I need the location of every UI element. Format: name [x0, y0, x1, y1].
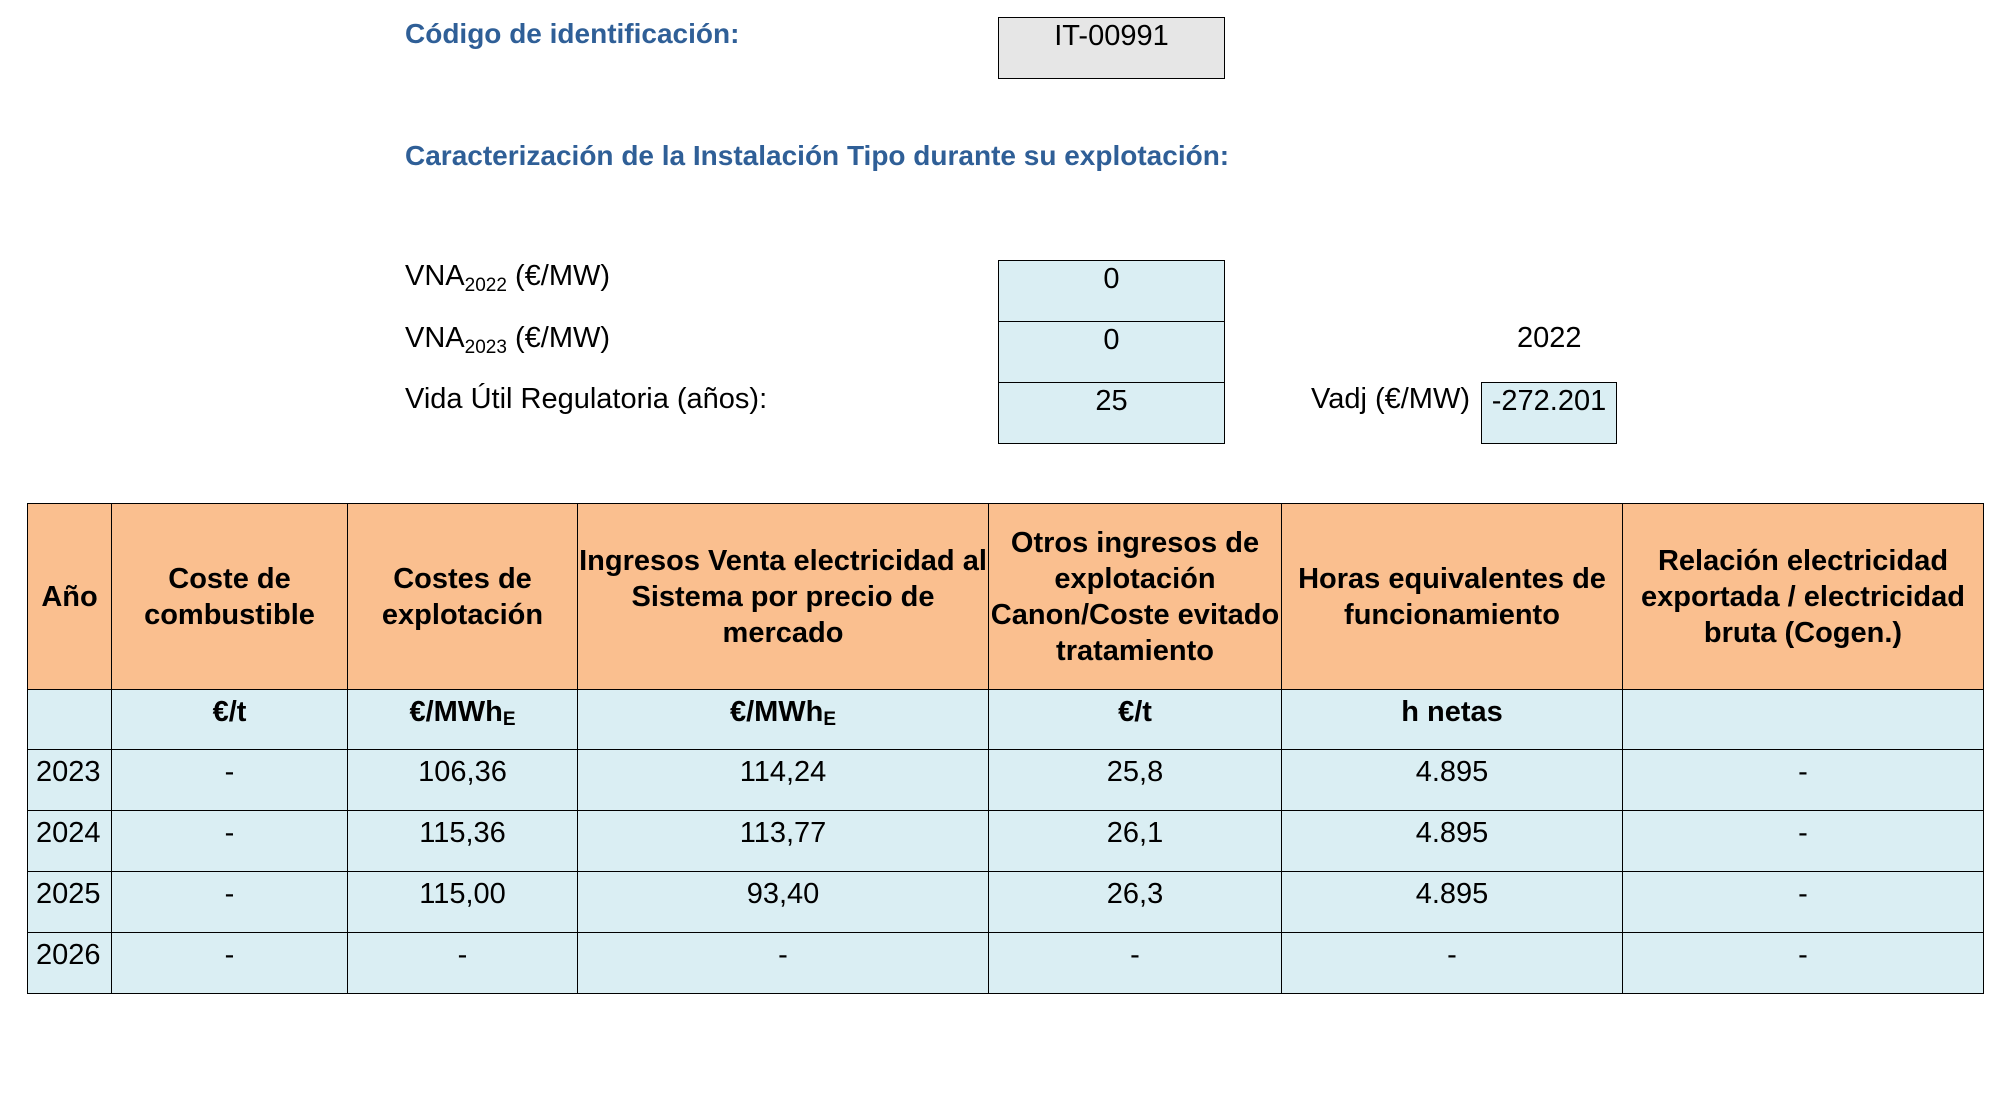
- unit-cell: €/t: [111, 689, 348, 750]
- vadj-label: Vadj (€/MW): [1311, 383, 1470, 415]
- table-cell[interactable]: -: [347, 932, 578, 994]
- id-label: Código de identificación:: [405, 18, 740, 49]
- table-cell[interactable]: 25,8: [988, 749, 1282, 811]
- vna2022-label: VNA2022 (€/MW): [405, 260, 611, 296]
- vna2022-value-field[interactable]: 0: [998, 260, 1225, 322]
- unit-cell: €/MWhE: [577, 689, 989, 750]
- table-cell[interactable]: 106,36: [347, 749, 578, 811]
- table-cell[interactable]: -: [1622, 932, 1984, 994]
- header-ano: Año: [27, 503, 112, 690]
- explotacion-table: Año Coste de combustible Costes de explo…: [27, 503, 1984, 994]
- header-costes-explotacion: Costes de explotación: [347, 503, 578, 690]
- section-subtitle: Caracterización de la Instalación Tipo d…: [405, 140, 1230, 171]
- table-cell[interactable]: -: [1622, 810, 1984, 872]
- table-header-row: Año Coste de combustible Costes de explo…: [27, 503, 1984, 690]
- table-cell[interactable]: 115,00: [347, 871, 578, 933]
- table-cell[interactable]: -: [577, 932, 989, 994]
- year-cell: 2026: [27, 932, 112, 994]
- table-cell[interactable]: 4.895: [1281, 810, 1623, 872]
- unit-cell: [27, 689, 112, 750]
- vna2023-label: VNA2023 (€/MW): [405, 322, 611, 358]
- unit-cell: h netas: [1281, 689, 1623, 750]
- header-ingresos-venta: Ingresos Venta electricidad al Sistema p…: [577, 503, 989, 690]
- reference-year: 2022: [1517, 322, 1582, 354]
- table-cell[interactable]: 26,3: [988, 871, 1282, 933]
- table-cell[interactable]: 26,1: [988, 810, 1282, 872]
- table-cell[interactable]: 115,36: [347, 810, 578, 872]
- table-cell[interactable]: 114,24: [577, 749, 989, 811]
- vadj-value-field[interactable]: -272.201: [1481, 382, 1617, 444]
- table-cell[interactable]: 4.895: [1281, 871, 1623, 933]
- year-cell: 2023: [27, 749, 112, 811]
- table-cell[interactable]: -: [111, 871, 348, 933]
- unit-cell: €/t: [988, 689, 1282, 750]
- table-cell[interactable]: -: [1622, 871, 1984, 933]
- header-coste-combustible: Coste de combustible: [111, 503, 348, 690]
- table-cell[interactable]: 93,40: [577, 871, 989, 933]
- table-cell[interactable]: -: [1281, 932, 1623, 994]
- header-horas-equivalentes: Horas equivalentes de funcionamiento: [1281, 503, 1623, 690]
- table-cell[interactable]: -: [988, 932, 1282, 994]
- unit-cell: [1622, 689, 1984, 750]
- table-cell[interactable]: 4.895: [1281, 749, 1623, 811]
- table-cell[interactable]: -: [111, 749, 348, 811]
- id-value-field[interactable]: IT-00991: [998, 17, 1225, 79]
- table-cell[interactable]: -: [111, 810, 348, 872]
- table-cell[interactable]: 113,77: [577, 810, 989, 872]
- header-otros-ingresos: Otros ingresos de explotación Canon/Cost…: [988, 503, 1282, 690]
- vida-util-value-field[interactable]: 25: [998, 382, 1225, 444]
- year-cell: 2025: [27, 871, 112, 933]
- vida-util-label: Vida Útil Regulatoria (años):: [405, 383, 768, 415]
- vna2023-value-field[interactable]: 0: [998, 321, 1225, 383]
- header-relacion-electricidad: Relación electricidad exportada / electr…: [1622, 503, 1984, 690]
- table-row: 2026 - - - - - -: [27, 932, 1984, 994]
- table-units-row: €/t €/MWhE €/MWhE €/t h netas: [27, 689, 1984, 750]
- table-row: 2024 - 115,36 113,77 26,1 4.895 -: [27, 810, 1984, 872]
- table-row: 2023 - 106,36 114,24 25,8 4.895 -: [27, 749, 1984, 811]
- table-cell[interactable]: -: [1622, 749, 1984, 811]
- table-cell[interactable]: -: [111, 932, 348, 994]
- unit-cell: €/MWhE: [347, 689, 578, 750]
- year-cell: 2024: [27, 810, 112, 872]
- table-row: 2025 - 115,00 93,40 26,3 4.895 -: [27, 871, 1984, 933]
